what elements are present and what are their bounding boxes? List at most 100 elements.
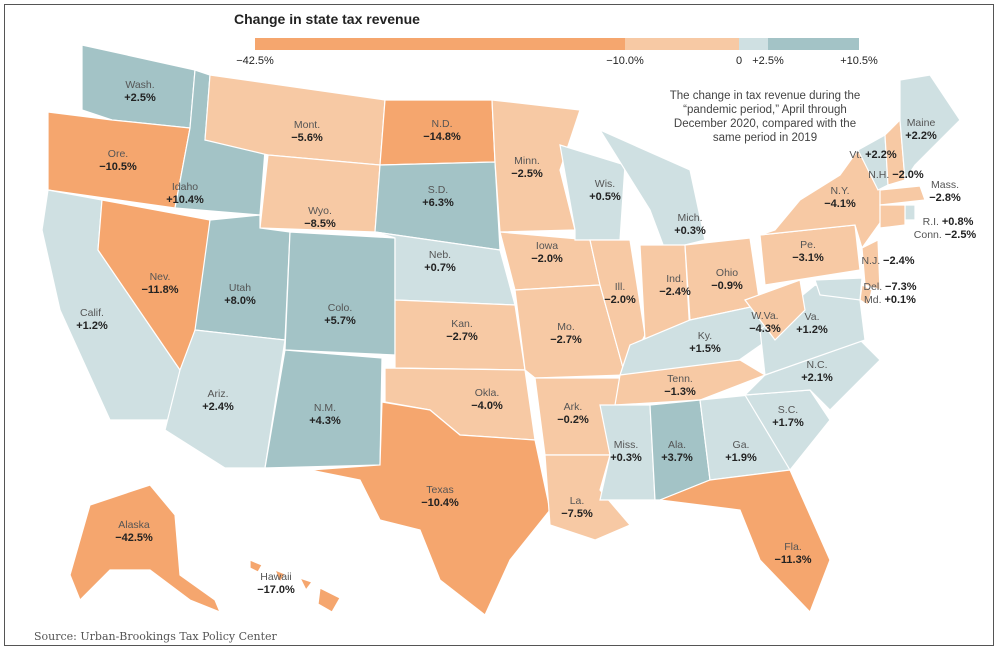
state-miss xyxy=(599,404,656,501)
state-r-i xyxy=(904,204,916,221)
state-value-minn: −2.5% xyxy=(511,168,543,180)
state-value-ill: −2.0% xyxy=(604,294,636,306)
state-name-okla: Okla. xyxy=(475,387,500,399)
state-name-mass: Mass. xyxy=(931,179,959,191)
state-value: −2.5% xyxy=(945,229,977,241)
state-mo xyxy=(514,284,626,379)
state-name-alaska: Alaska xyxy=(118,519,150,531)
legend-segment-strong-positive xyxy=(768,38,859,50)
state-value-ky: +1.5% xyxy=(689,343,721,355)
state-value-ga: +1.9% xyxy=(725,452,757,464)
state-name: Del. xyxy=(863,281,885,293)
state-name: Vt. xyxy=(849,149,865,161)
state-name-texas: Texas xyxy=(426,484,453,496)
state-name-maine: Maine xyxy=(907,117,936,129)
state-value-mass: −2.8% xyxy=(929,192,961,204)
state-name-mich: Mich. xyxy=(677,212,702,224)
state-value-ore: −10.5% xyxy=(99,161,137,173)
state-value-iowa: −2.0% xyxy=(531,253,563,265)
state-name-la: La. xyxy=(570,495,585,507)
legend-title: Change in state tax revenue xyxy=(234,11,420,27)
state-name-minn: Minn. xyxy=(514,155,540,167)
state-w-va xyxy=(744,279,806,341)
state-name-n-d: N.D. xyxy=(432,118,453,130)
state-name-va: Va. xyxy=(805,311,820,323)
state-name-ohio: Ohio xyxy=(716,267,738,279)
state-utah xyxy=(194,214,291,341)
state-name-s-c: S.C. xyxy=(778,404,798,416)
state-value-wyo: −8.5% xyxy=(304,218,336,230)
state-value-tenn: −1.3% xyxy=(664,386,696,398)
legend-tick: +10.5% xyxy=(840,55,878,67)
state-mass xyxy=(879,185,926,206)
state-value-mich: +0.3% xyxy=(674,225,706,237)
state-md xyxy=(814,277,863,301)
state-value-n-c: +2.1% xyxy=(801,372,833,384)
state-name-kan: Kan. xyxy=(451,318,473,330)
state-colo xyxy=(284,231,396,356)
state-value-nev: −11.8% xyxy=(141,284,178,296)
source-text: Source: Urban-Brookings Tax Policy Cente… xyxy=(34,630,277,643)
state-hawaii xyxy=(249,559,341,613)
state-value-fla: −11.3% xyxy=(774,554,811,566)
note-text: The change in tax revenue during the “pa… xyxy=(669,90,861,144)
state-name-fla: Fla. xyxy=(784,541,802,553)
state-name-idaho: Idaho xyxy=(172,181,198,193)
state-value-ark: −0.2% xyxy=(557,414,589,426)
state-value-maine: +2.2% xyxy=(905,130,937,142)
state-label-del: Del. −7.3% xyxy=(863,281,916,293)
state-name-ore: Ore. xyxy=(108,148,128,160)
state-value-va: +1.2% xyxy=(796,324,828,336)
state-name-colo: Colo. xyxy=(328,302,353,314)
state-value-mont: −5.6% xyxy=(291,132,323,144)
state-value-miss: +0.3% xyxy=(610,452,642,464)
state-alaska xyxy=(69,484,222,614)
state-name-tenn: Tenn. xyxy=(667,373,693,385)
state-value-alaska: −42.5% xyxy=(115,532,153,544)
state-label-md: Md. +0.1% xyxy=(864,294,916,306)
state-value-colo: +5.7% xyxy=(324,315,356,327)
state-maine xyxy=(899,74,961,182)
state-name: N.H. xyxy=(868,169,892,181)
state-value-wis: +0.5% xyxy=(589,191,621,203)
state-name-calif: Calif. xyxy=(80,307,104,319)
legend-segment-strong-negative xyxy=(255,38,625,50)
state-name-wash: Wash. xyxy=(125,79,154,91)
state-name-ga: Ga. xyxy=(733,439,750,451)
state-value-calif: +1.2% xyxy=(76,320,108,332)
state-value-s-c: +1.7% xyxy=(772,417,804,429)
state-value: +0.8% xyxy=(942,216,974,228)
state-value-s-d: +6.3% xyxy=(422,197,454,209)
state-conn xyxy=(879,204,906,229)
state-name-ky: Ky. xyxy=(698,330,712,342)
state-value: +0.1% xyxy=(884,294,916,306)
state-name-hawaii: Hawaii xyxy=(260,571,292,583)
state-value-wash: +2.5% xyxy=(124,92,156,104)
state-name-n-m: N.M. xyxy=(314,402,336,414)
state-name-ariz: Ariz. xyxy=(208,388,229,400)
state-name-s-d: S.D. xyxy=(428,184,448,196)
state-n-j xyxy=(861,239,881,291)
state-name: R.I. xyxy=(923,216,942,228)
legend-tick: +2.5% xyxy=(752,55,784,67)
legend-tick: 0 xyxy=(735,55,743,67)
legend-segment-light-positive xyxy=(739,38,768,50)
state-tenn xyxy=(614,359,767,406)
state-name-ala: Ala. xyxy=(668,439,686,451)
state-value-ariz: +2.4% xyxy=(202,401,234,413)
state-value-okla: −4.0% xyxy=(471,400,503,412)
state-name: Md. xyxy=(864,294,884,306)
state-va xyxy=(759,284,866,376)
state-value-w-va: −4.3% xyxy=(749,323,781,335)
state-label-vt: Vt. +2.2% xyxy=(849,149,896,161)
state-label-n-j: N.J. −2.4% xyxy=(861,255,914,267)
state-value-idaho: +10.4% xyxy=(166,194,204,206)
legend-tick: −42.5% xyxy=(236,55,274,67)
state-value-mo: −2.7% xyxy=(550,334,582,346)
state-name-iowa: Iowa xyxy=(536,240,558,252)
state-label-r-i: R.I. +0.8% xyxy=(923,216,974,228)
state-value-n-m: +4.3% xyxy=(309,415,341,427)
state-texas xyxy=(309,401,551,616)
state-fla xyxy=(659,469,831,614)
